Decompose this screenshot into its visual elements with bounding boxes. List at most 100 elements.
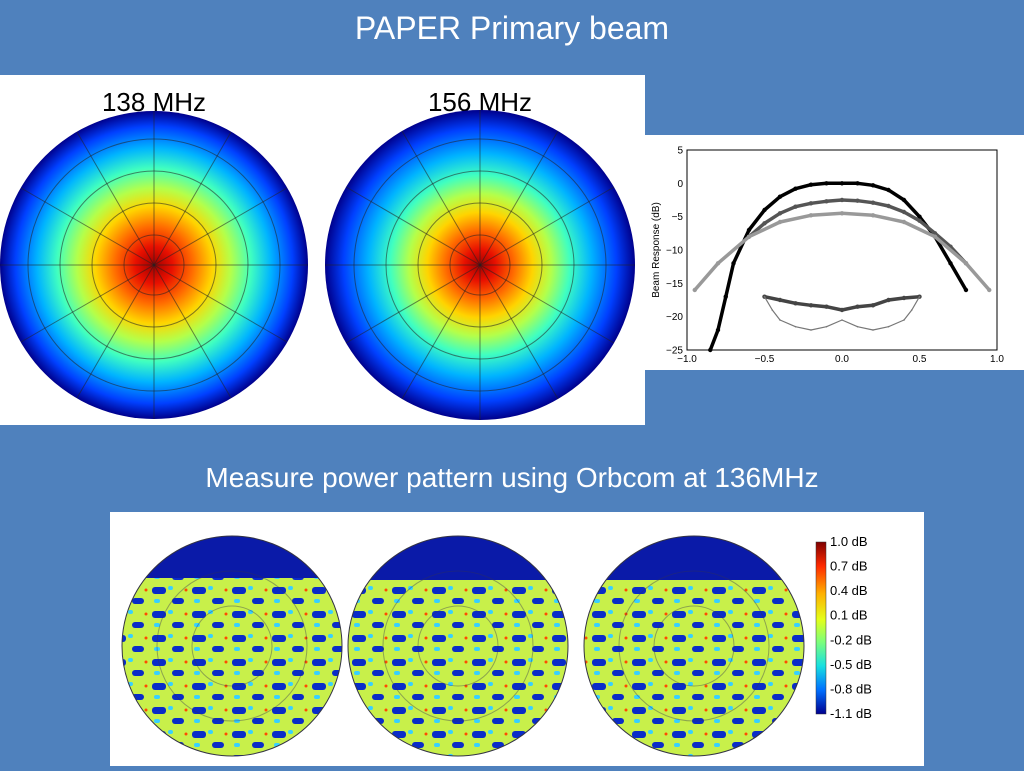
measured-map-2 (348, 536, 568, 756)
colorbar-label: -0.2 dB (830, 632, 872, 647)
data-point (794, 325, 797, 328)
data-point (870, 200, 876, 205)
data-point (779, 319, 781, 321)
measured-map-3 (584, 536, 804, 756)
colorbar-label: -0.5 dB (830, 657, 872, 672)
data-point (777, 219, 783, 225)
data-point (771, 309, 774, 311)
slide-title: PAPER Primary beam (354, 10, 670, 46)
colorbar-label: 0.1 dB (830, 608, 868, 623)
data-point (723, 294, 728, 299)
data-point (917, 214, 922, 219)
data-point (963, 287, 969, 293)
data-point (692, 287, 697, 293)
data-point (824, 304, 829, 309)
x-tick-label: −0.5 (755, 354, 775, 365)
data-point (901, 295, 907, 301)
x-tick-label: −1.0 (677, 354, 697, 365)
data-point (948, 261, 953, 266)
data-point (839, 181, 845, 186)
data-point (839, 307, 845, 313)
data-point (824, 199, 829, 204)
data-point (808, 182, 814, 187)
x-tick-label: 0.0 (835, 354, 849, 365)
data-point (762, 207, 767, 213)
data-point (932, 234, 938, 239)
data-point (870, 183, 876, 188)
data-point (901, 197, 907, 203)
y-axis-label: Beam Response (dB) (651, 202, 662, 298)
data-point (870, 213, 876, 218)
data-point (886, 187, 891, 193)
data-point (731, 261, 736, 266)
beam-response-chart: −1.0 −0.5 0.0 0.5 1.0 5 0 −5 −10 −15 −20 −25 Beam R… (651, 146, 1004, 366)
data-point (808, 303, 814, 308)
data-point (856, 325, 859, 328)
data-point (708, 347, 713, 353)
y-tick-label: −20 (666, 312, 683, 323)
data-point (901, 209, 907, 215)
series-line-1 (708, 181, 968, 351)
y-tick-label: 0 (677, 179, 683, 190)
data-point (810, 329, 812, 331)
data-point (987, 287, 992, 293)
data-point (855, 304, 860, 309)
measured-pattern-figure: 1.0 dB 0.7 dB 0.4 dB 0.1 dB -0.2 dB -0.5 dB -0… (121, 534, 872, 757)
data-point (715, 261, 721, 266)
data-point (903, 319, 905, 321)
y-tick-label: −25 (666, 346, 683, 357)
data-point (887, 325, 890, 328)
measured-pattern-panel: 1.0 dB 0.7 dB 0.4 dB 0.1 dB -0.2 dB -0.5 dB -0… (110, 512, 924, 766)
data-point (910, 309, 913, 311)
plot-frame (686, 149, 998, 351)
data-point (886, 297, 891, 303)
data-point (777, 211, 783, 216)
data-point (762, 221, 767, 226)
data-point (872, 329, 874, 331)
data-point (841, 319, 843, 321)
data-point (901, 219, 907, 225)
data-point (839, 211, 845, 216)
beam-map-156 (325, 110, 635, 420)
data-point (793, 204, 798, 209)
data-point (855, 181, 860, 186)
y-tick-label: −5 (672, 212, 684, 223)
data-point (777, 194, 783, 199)
slide-subtitle: Measure power pattern using Orbcom at 13… (205, 462, 819, 493)
data-point (824, 181, 829, 186)
data-point (886, 203, 891, 209)
data-point (825, 325, 828, 328)
data-point (963, 261, 969, 266)
data-point (715, 327, 721, 333)
data-point (870, 303, 876, 308)
data-point (763, 295, 766, 298)
y-tick-label: −15 (666, 279, 683, 290)
data-point (793, 301, 798, 306)
data-point (808, 201, 814, 206)
data-point (808, 213, 814, 218)
colorbar-label: 0.4 dB (830, 583, 868, 598)
beam-map-138 (0, 111, 308, 419)
colorbar-label: -1.1 dB (830, 706, 872, 721)
beam-model-figure: 138 MHz 156 MHz (0, 87, 635, 420)
colorbar-label: 1.0 dB (830, 534, 868, 549)
data-point (839, 197, 845, 203)
beam-model-panel: 138 MHz 156 MHz (0, 75, 645, 425)
colorbar-label: 0.7 dB (830, 559, 868, 574)
beam-response-plot-panel: −1.0 −0.5 0.0 0.5 1.0 5 0 −5 −10 −15 −20 −25 Beam R… (645, 135, 1024, 370)
data-point (746, 234, 752, 239)
data-point (793, 186, 798, 191)
data-point (746, 227, 752, 233)
data-point (917, 218, 922, 223)
data-point (918, 295, 921, 298)
colorbar (815, 541, 827, 715)
data-point (855, 198, 860, 203)
series-line-2 (747, 198, 968, 265)
x-tick-label: 0.5 (913, 354, 927, 365)
colorbar-label: -0.8 dB (830, 681, 872, 696)
data-point (777, 297, 783, 303)
x-tick-label: 1.0 (990, 354, 1004, 365)
measured-map-1 (122, 536, 342, 756)
y-tick-label: 5 (677, 146, 683, 157)
y-tick-label: −10 (666, 246, 683, 257)
